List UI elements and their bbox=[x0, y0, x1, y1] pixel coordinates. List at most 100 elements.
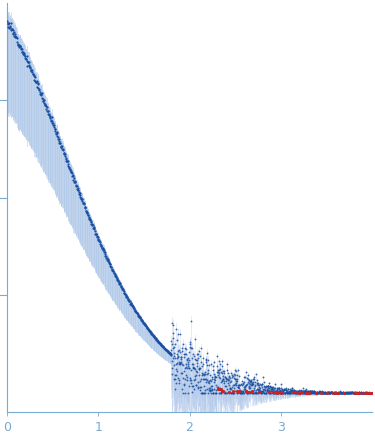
Point bbox=[85, 211, 91, 218]
Point bbox=[198, 376, 204, 383]
Point bbox=[211, 376, 217, 383]
Point bbox=[337, 388, 343, 395]
Point bbox=[220, 387, 226, 394]
Point bbox=[281, 386, 287, 393]
Point bbox=[143, 323, 149, 330]
Point bbox=[292, 389, 298, 396]
Point bbox=[112, 272, 118, 279]
Point bbox=[37, 88, 43, 95]
Point bbox=[195, 383, 201, 390]
Point bbox=[232, 387, 238, 394]
Point bbox=[212, 373, 218, 380]
Point bbox=[337, 388, 343, 395]
Point bbox=[353, 389, 359, 396]
Point bbox=[357, 389, 363, 396]
Point bbox=[275, 388, 281, 395]
Point bbox=[274, 386, 280, 393]
Point bbox=[8, 20, 14, 27]
Point bbox=[317, 389, 323, 396]
Point bbox=[163, 346, 169, 353]
Point bbox=[338, 389, 344, 396]
Point bbox=[198, 389, 204, 396]
Point bbox=[118, 284, 124, 291]
Point bbox=[240, 379, 246, 386]
Point bbox=[260, 387, 266, 394]
Point bbox=[165, 348, 171, 355]
Point bbox=[264, 388, 270, 395]
Point bbox=[280, 387, 286, 394]
Point bbox=[189, 364, 195, 371]
Point bbox=[84, 210, 90, 217]
Point bbox=[96, 236, 102, 243]
Point bbox=[320, 389, 326, 396]
Point bbox=[353, 389, 359, 396]
Point bbox=[234, 376, 240, 383]
Point bbox=[99, 244, 105, 251]
Point bbox=[169, 364, 175, 371]
Point bbox=[324, 389, 330, 396]
Point bbox=[367, 389, 373, 396]
Point bbox=[335, 389, 341, 396]
Point bbox=[208, 382, 214, 389]
Point bbox=[259, 389, 265, 396]
Point bbox=[238, 387, 244, 394]
Point bbox=[265, 382, 271, 389]
Point bbox=[244, 389, 250, 396]
Point bbox=[215, 371, 221, 378]
Point bbox=[279, 387, 285, 394]
Point bbox=[245, 389, 251, 396]
Point bbox=[284, 389, 290, 396]
Point bbox=[268, 389, 274, 396]
Point bbox=[262, 389, 268, 396]
Point bbox=[315, 389, 321, 396]
Point bbox=[180, 374, 186, 381]
Point bbox=[315, 387, 321, 394]
Point bbox=[199, 369, 205, 376]
Point bbox=[105, 257, 111, 264]
Point bbox=[364, 389, 370, 396]
Point bbox=[137, 314, 143, 321]
Point bbox=[14, 38, 20, 45]
Point bbox=[345, 389, 351, 396]
Point bbox=[220, 387, 226, 394]
Point bbox=[82, 203, 88, 210]
Point bbox=[368, 389, 374, 396]
Point bbox=[54, 129, 60, 136]
Point bbox=[234, 388, 240, 395]
Point bbox=[321, 389, 327, 396]
Point bbox=[127, 298, 133, 305]
Point bbox=[80, 200, 86, 207]
Point bbox=[67, 166, 73, 173]
Point bbox=[7, 24, 13, 31]
Point bbox=[186, 382, 192, 389]
Point bbox=[206, 379, 212, 386]
Point bbox=[32, 76, 38, 83]
Point bbox=[254, 389, 260, 396]
Point bbox=[167, 350, 173, 357]
Point bbox=[240, 380, 246, 387]
Point bbox=[309, 387, 315, 394]
Point bbox=[288, 387, 294, 394]
Point bbox=[270, 389, 276, 396]
Point bbox=[238, 389, 244, 396]
Point bbox=[47, 115, 53, 122]
Point bbox=[254, 389, 260, 396]
Point bbox=[352, 389, 358, 396]
Point bbox=[68, 168, 74, 175]
Point bbox=[168, 347, 174, 354]
Point bbox=[313, 389, 319, 396]
Point bbox=[314, 388, 320, 395]
Point bbox=[73, 183, 79, 190]
Point bbox=[279, 388, 285, 395]
Point bbox=[249, 382, 255, 388]
Point bbox=[306, 389, 312, 396]
Point bbox=[187, 344, 193, 351]
Point bbox=[145, 326, 151, 333]
Point bbox=[220, 375, 226, 382]
Point bbox=[215, 367, 221, 374]
Point bbox=[267, 382, 273, 389]
Point bbox=[355, 389, 361, 396]
Point bbox=[191, 365, 197, 372]
Point bbox=[361, 389, 367, 396]
Point bbox=[304, 389, 310, 396]
